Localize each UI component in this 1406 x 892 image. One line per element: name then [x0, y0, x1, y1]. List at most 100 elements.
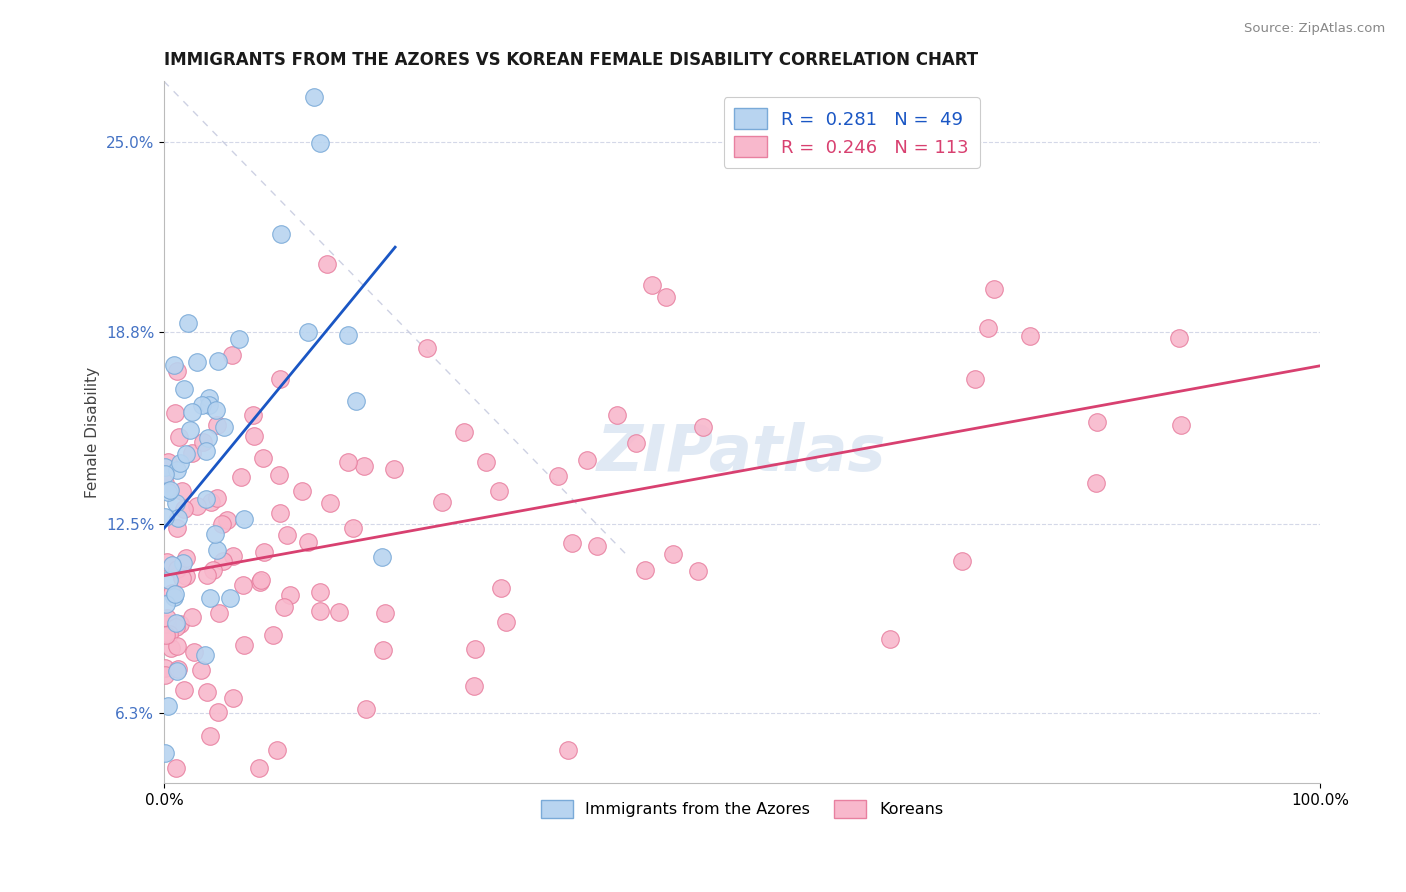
Point	[291, 484, 314, 499]
Point	[153, 746, 176, 760]
Point	[624, 436, 647, 450]
Point	[641, 277, 664, 292]
Point	[453, 425, 475, 439]
Point	[491, 582, 513, 596]
Point	[200, 591, 222, 605]
Point	[247, 761, 270, 775]
Text: Source: ZipAtlas.com: Source: ZipAtlas.com	[1244, 22, 1385, 36]
Point	[205, 491, 228, 506]
Point	[169, 457, 191, 471]
Point	[194, 648, 217, 663]
Point	[194, 444, 217, 458]
Point	[163, 590, 186, 604]
Point	[166, 639, 188, 653]
Point	[166, 662, 188, 676]
Point	[166, 664, 188, 678]
Point	[1085, 475, 1108, 490]
Point	[191, 398, 214, 412]
Text: IMMIGRANTS FROM THE AZORES VS KOREAN FEMALE DISABILITY CORRELATION CHART: IMMIGRANTS FROM THE AZORES VS KOREAN FEM…	[165, 51, 979, 69]
Point	[382, 462, 405, 476]
Point	[353, 459, 375, 474]
Point	[186, 499, 208, 513]
Point	[561, 536, 583, 550]
Point	[172, 571, 194, 585]
Point	[166, 463, 188, 477]
Point	[156, 555, 179, 569]
Point	[634, 563, 657, 577]
Point	[495, 615, 517, 629]
Point	[222, 690, 245, 705]
Point	[344, 394, 367, 409]
Point	[191, 434, 214, 449]
Point	[197, 391, 219, 405]
Point	[157, 485, 180, 500]
Text: ZIPatlas: ZIPatlas	[598, 423, 887, 484]
Point	[212, 553, 235, 567]
Point	[463, 679, 485, 693]
Point	[174, 447, 197, 461]
Point	[177, 316, 200, 330]
Point	[166, 761, 188, 775]
Point	[198, 399, 221, 413]
Point	[337, 455, 360, 469]
Point	[252, 451, 274, 466]
Point	[686, 564, 709, 578]
Point	[319, 496, 342, 510]
Point	[242, 409, 264, 423]
Point	[157, 627, 180, 641]
Point	[198, 729, 221, 743]
Point	[153, 464, 176, 478]
Point	[252, 544, 274, 558]
Point	[371, 643, 394, 657]
Point	[309, 136, 332, 151]
Point	[1167, 330, 1189, 344]
Point	[194, 492, 217, 507]
Point	[202, 563, 225, 577]
Point	[166, 364, 188, 378]
Point	[163, 587, 186, 601]
Point	[157, 573, 180, 587]
Point	[166, 620, 188, 634]
Point	[262, 628, 284, 642]
Point	[266, 743, 288, 757]
Point	[159, 483, 181, 498]
Point	[163, 358, 186, 372]
Point	[204, 527, 226, 541]
Point	[159, 640, 181, 655]
Point	[270, 227, 292, 241]
Point	[655, 290, 678, 304]
Point	[169, 616, 191, 631]
Point	[575, 453, 598, 467]
Point	[661, 547, 683, 561]
Point	[186, 355, 208, 369]
Point	[208, 606, 231, 620]
Point	[316, 257, 339, 271]
Point	[1170, 417, 1192, 432]
Point	[166, 521, 188, 535]
Point	[297, 325, 319, 339]
Point	[214, 419, 236, 434]
Point	[219, 591, 242, 605]
Point	[200, 495, 222, 509]
Point	[181, 610, 204, 624]
Point	[179, 423, 201, 437]
Point	[586, 539, 609, 553]
Point	[155, 628, 177, 642]
Point	[174, 551, 197, 566]
Point	[181, 405, 204, 419]
Point	[309, 585, 332, 599]
Point	[474, 455, 496, 469]
Point	[166, 510, 188, 524]
Point	[222, 549, 245, 564]
Point	[606, 408, 628, 422]
Point	[416, 341, 439, 355]
Point	[170, 483, 193, 498]
Point	[195, 568, 218, 582]
Point	[173, 501, 195, 516]
Point	[464, 641, 486, 656]
Point	[231, 470, 253, 484]
Point	[233, 512, 256, 526]
Point	[269, 372, 291, 386]
Point	[983, 282, 1005, 296]
Point	[157, 699, 180, 714]
